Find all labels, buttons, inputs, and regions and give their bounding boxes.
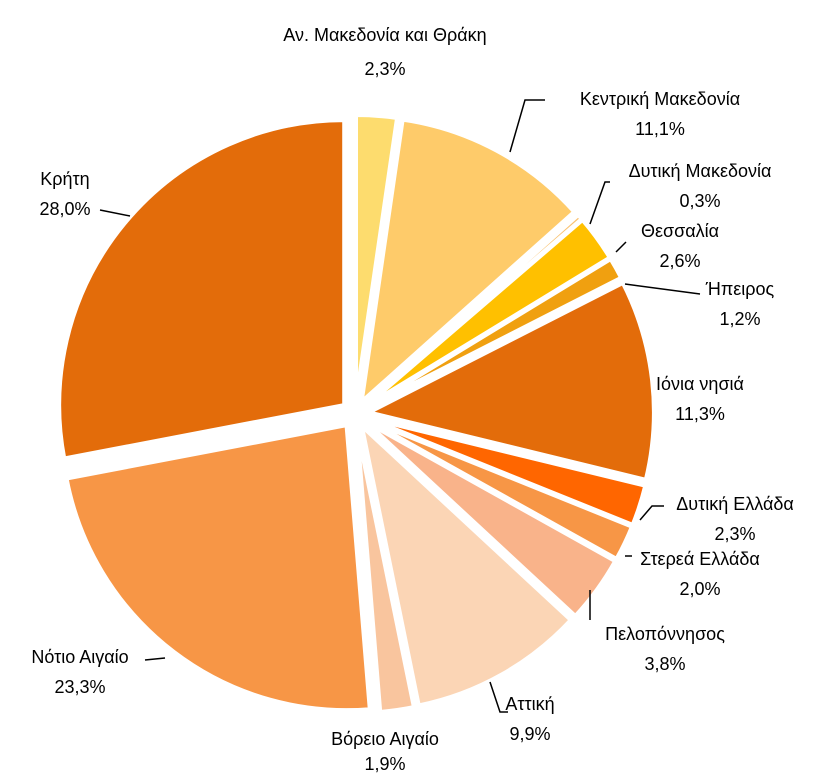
slice-label: Βόρειο Αιγαίο [331,729,439,749]
slice-value-label: 9,9% [509,724,550,744]
slice-label: Αττική [505,694,554,714]
pie-slice [366,418,635,562]
slice-value-label: 3,8% [644,654,685,674]
slice-label: Θεσσαλία [641,221,719,241]
pie-slice [64,422,372,713]
pie-slice [358,420,574,708]
slice-value-label: 0,3% [679,191,720,211]
slice-label: Στερεά Ελλάδα [640,549,760,569]
leader-line [589,181,610,225]
leader-line [509,99,545,153]
slice-value-label: 2,3% [714,524,755,544]
leader-line [99,209,131,217]
slice-label: Ήπειρος [705,279,775,299]
pie-slice [364,420,618,619]
leader-line [615,241,627,253]
slice-value-label: 2,6% [659,251,700,271]
slice-value-label: 1,2% [719,309,760,329]
slice-value-label: 28,0% [39,199,90,219]
leader-line [489,681,508,713]
pie-slice [363,280,656,483]
slice-value-label: 2,0% [679,579,720,599]
slice-label: Αν. Μακεδονία και Θράκη [283,25,486,45]
slice-label: Κρήτη [40,169,89,189]
pie-slice [57,118,347,461]
slice-value-label: 2,3% [364,59,405,79]
pie-slice [358,117,578,407]
pie-slice [366,256,624,409]
slice-value-label: 1,9% [364,754,405,774]
slice-label: Πελοπόννησος [605,624,725,644]
slice-label: Δυτική Ελλάδα [676,494,794,514]
slice-value-label: 11,3% [675,404,725,424]
leader-line [624,283,701,295]
leader-line [144,657,166,661]
slice-label: Ιόνια νησιά [656,374,744,394]
pie-slice [354,113,400,401]
slice-label: Κεντρική Μακεδονία [580,89,740,109]
slice-value-label: 11,1% [635,119,685,139]
slice-value-label: 23,3% [54,677,105,697]
leader-line [639,505,664,521]
slice-label: Δυτική Μακεδονία [629,161,772,181]
slice-label: Νότιο Αιγαίο [31,647,128,667]
pie-slice [354,427,417,715]
